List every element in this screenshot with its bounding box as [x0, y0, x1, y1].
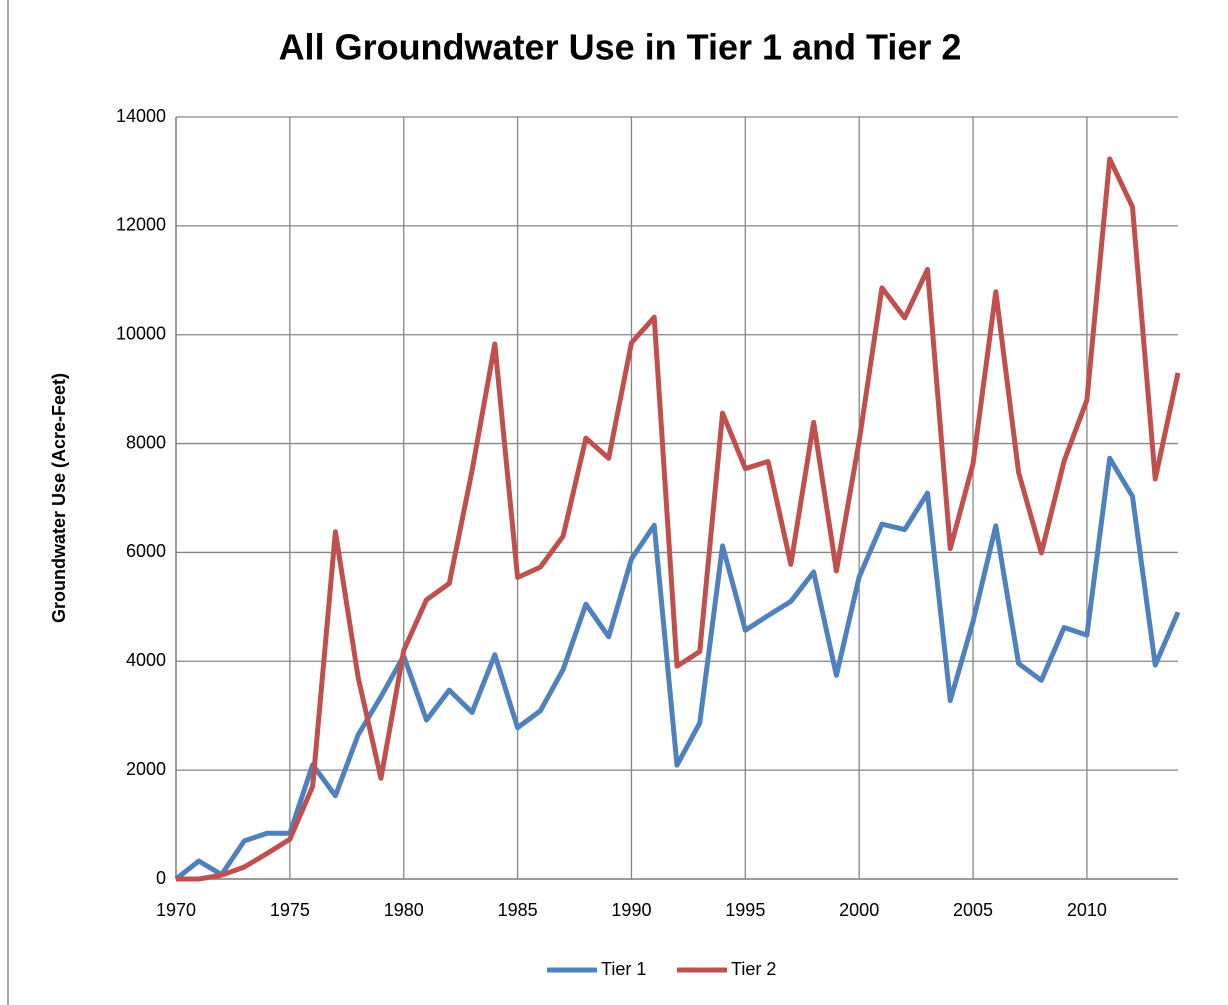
x-tick-label: 1985 [498, 900, 538, 920]
legend-label: Tier 2 [731, 959, 776, 979]
y-tick-label: 8000 [126, 432, 166, 452]
y-axis-label: Groundwater Use (Acre-Feet) [49, 373, 69, 623]
y-tick-label: 14000 [116, 106, 166, 126]
series-line [176, 156, 1181, 882]
x-tick-label: 1995 [725, 900, 765, 920]
x-tick-label: 2000 [839, 900, 879, 920]
y-tick-label: 10000 [116, 323, 166, 343]
x-tick-label: 1990 [611, 900, 651, 920]
series-line [174, 455, 1181, 881]
legend-label: Tier 1 [601, 959, 646, 979]
y-tick-label: 6000 [126, 541, 166, 561]
chart-title: All Groundwater Use in Tier 1 and Tier 2 [279, 27, 962, 68]
x-tick-label: 2010 [1067, 900, 1107, 920]
x-tick-label: 1970 [156, 900, 196, 920]
y-tick-label: 0 [156, 868, 166, 888]
x-tick-label: 1975 [270, 900, 310, 920]
y-tick-label: 2000 [126, 759, 166, 779]
x-tick-label: 1980 [384, 900, 424, 920]
y-tick-label: 4000 [126, 650, 166, 670]
x-tick-label: 2005 [953, 900, 993, 920]
y-tick-label: 12000 [116, 215, 166, 235]
